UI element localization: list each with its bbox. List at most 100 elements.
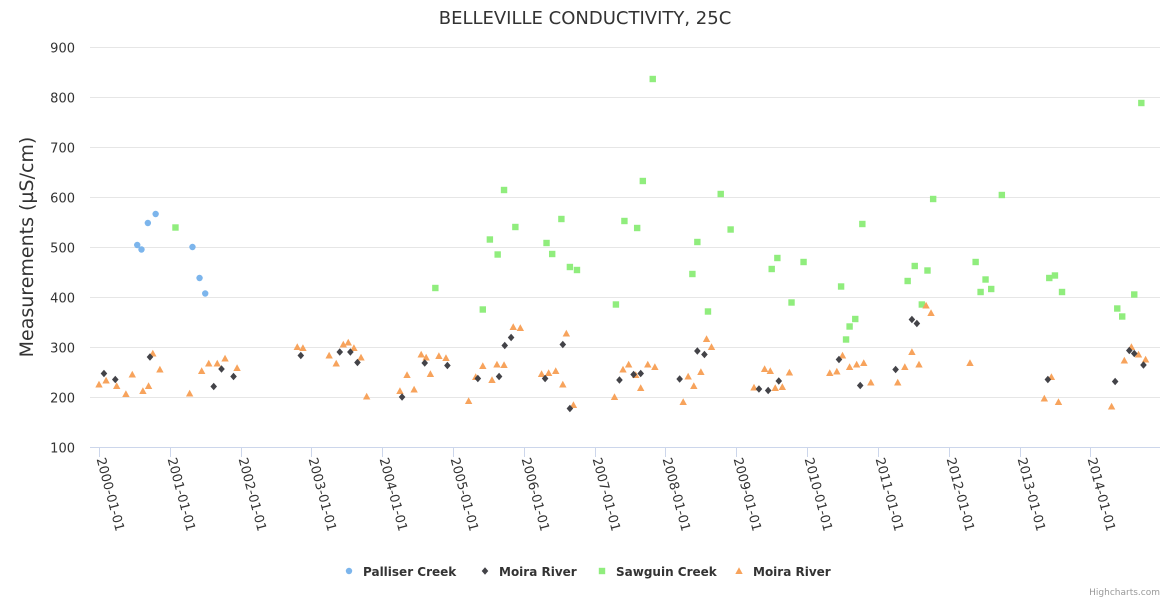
data-point[interactable] [516,324,525,331]
data-point[interactable] [185,389,194,397]
data-point[interactable] [299,344,307,351]
data-point[interactable] [156,365,164,373]
data-point[interactable] [927,309,935,316]
data-point[interactable] [479,362,487,369]
data-point[interactable] [293,343,301,350]
data-point[interactable] [486,236,494,243]
data-point[interactable] [233,364,241,371]
data-point[interactable] [573,266,581,274]
data-point[interactable] [1114,305,1121,312]
data-point[interactable] [913,319,921,328]
data-point[interactable] [755,385,763,393]
data-point[interactable] [908,315,916,324]
data-point[interactable] [1107,402,1116,410]
data-point[interactable] [1140,361,1147,369]
data-point[interactable] [559,340,567,349]
data-point[interactable] [548,250,556,258]
data-point[interactable] [766,367,774,374]
data-point[interactable] [835,355,843,364]
data-point[interactable] [493,360,501,368]
data-point[interactable] [837,283,845,290]
data-point[interactable] [842,336,850,343]
data-point[interactable] [929,195,937,203]
data-point[interactable] [651,363,659,370]
data-point[interactable] [922,301,930,309]
data-point[interactable] [1051,272,1059,279]
data-point[interactable] [846,323,853,330]
data-point[interactable] [684,372,692,380]
data-point[interactable] [1111,377,1119,386]
data-point[interactable] [694,238,701,246]
data-point[interactable] [569,401,578,408]
data-point[interactable] [426,370,435,377]
data-point[interactable] [838,351,847,359]
data-point[interactable] [1134,350,1143,358]
data-point[interactable] [134,241,141,249]
legend-item[interactable]: Sawguin Creek [598,565,718,579]
data-point[interactable] [543,239,550,247]
data-point[interactable] [398,393,406,401]
data-point[interactable] [350,344,358,351]
data-point[interactable] [111,375,119,384]
data-point[interactable] [982,276,989,283]
data-point[interactable] [867,378,875,386]
data-point[interactable] [128,370,136,378]
data-point[interactable] [637,384,645,391]
data-point[interactable] [432,284,439,292]
data-point[interactable] [1119,313,1126,320]
data-point[interactable] [1044,375,1052,384]
data-point[interactable] [218,365,225,373]
data-point[interactable] [172,224,179,231]
data-point[interactable] [826,369,834,376]
data-point[interactable] [852,315,859,323]
data-point[interactable] [901,363,909,370]
data-point[interactable] [694,347,701,355]
data-point[interactable] [479,306,486,313]
data-point[interactable] [357,353,365,361]
data-point[interactable] [347,348,354,356]
data-point[interactable] [488,376,496,383]
data-point[interactable] [544,369,553,376]
data-point[interactable] [679,398,687,405]
credits-link[interactable]: Highcharts.com [1089,588,1160,598]
data-point[interactable] [495,372,503,381]
data-point[interactable] [1054,398,1063,405]
data-point[interactable] [697,368,705,375]
data-point[interactable] [845,363,854,370]
data-point[interactable] [619,365,627,373]
data-point[interactable] [1138,99,1145,107]
data-point[interactable] [189,243,196,251]
data-point[interactable] [100,369,108,378]
data-point[interactable] [210,382,218,391]
data-point[interactable] [332,359,340,367]
data-point[interactable] [612,301,620,308]
data-point[interactable] [966,359,974,366]
data-point[interactable] [417,350,425,358]
data-point[interactable] [701,350,708,359]
data-point[interactable] [1058,288,1066,296]
data-point[interactable] [558,215,565,223]
data-point[interactable] [637,369,645,378]
data-point[interactable] [541,374,549,383]
data-point[interactable] [998,191,1006,199]
data-point[interactable] [904,277,911,285]
data-point[interactable] [102,376,110,384]
data-point[interactable] [800,258,807,266]
data-point[interactable] [139,387,147,394]
data-point[interactable] [566,263,574,271]
data-point[interactable] [727,226,734,233]
data-point[interactable] [649,75,656,83]
legend-item[interactable]: Moira River [481,565,577,579]
data-point[interactable] [915,360,923,368]
data-point[interactable] [977,288,984,296]
data-point[interactable] [205,359,213,367]
data-point[interactable] [639,177,647,185]
data-point[interactable] [362,392,371,400]
data-point[interactable] [624,360,633,368]
data-point[interactable] [146,353,154,361]
data-point[interactable] [509,323,517,330]
data-point[interactable] [785,368,794,376]
data-point[interactable] [892,365,899,374]
data-point[interactable] [297,351,305,360]
data-point[interactable] [507,333,515,342]
